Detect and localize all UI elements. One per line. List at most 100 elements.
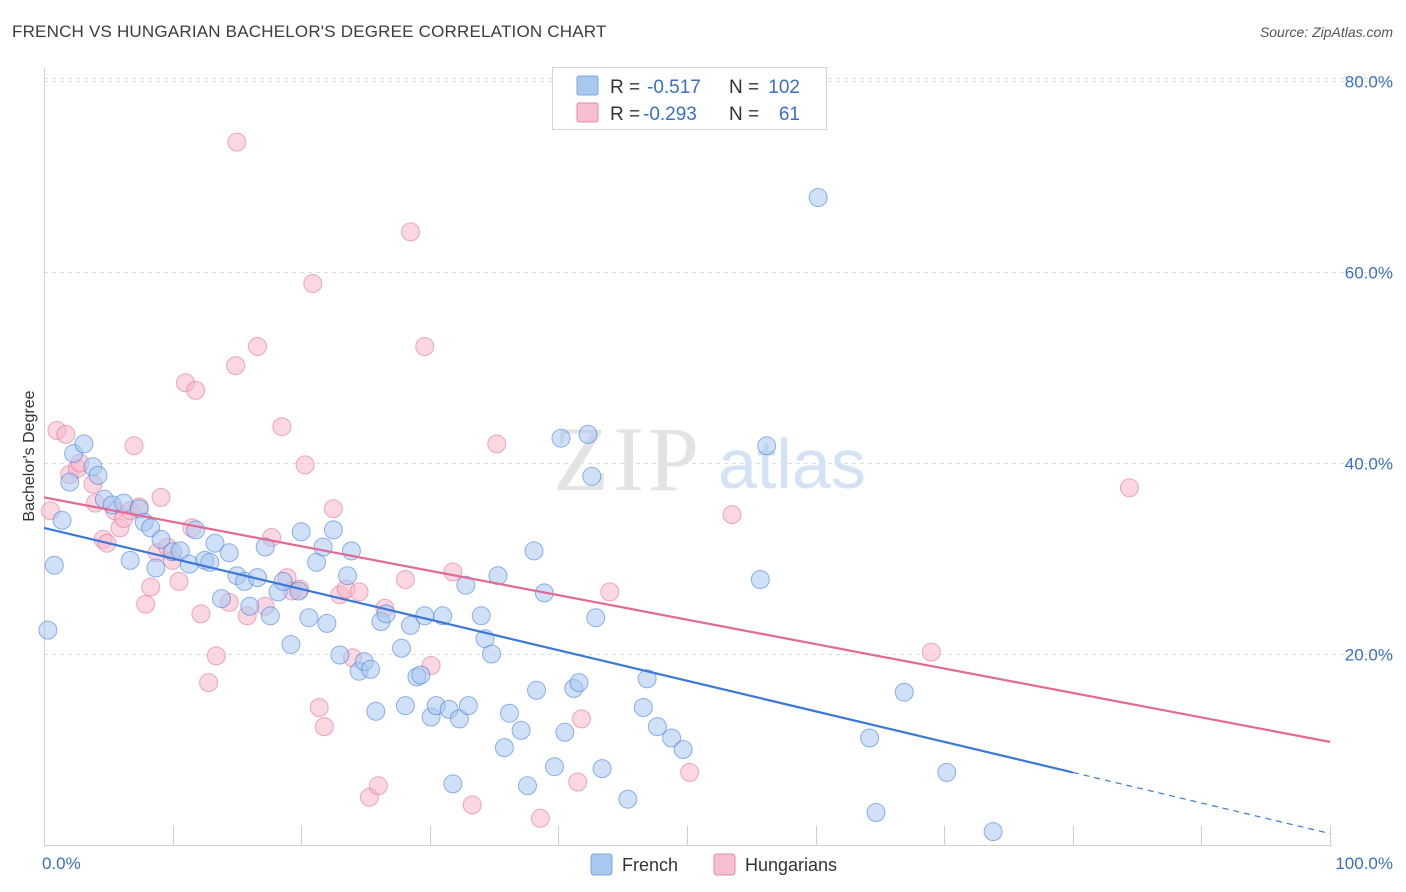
bottom-legend-label-french: French [622, 855, 678, 875]
axes [44, 68, 1332, 846]
legend-swatch-hungarians [576, 102, 599, 123]
french-point [366, 701, 386, 721]
french-point [433, 606, 453, 626]
hungarians-point [136, 594, 156, 614]
hungarians-point [921, 642, 941, 662]
y-tick-labels: 20.0% 40.0% 60.0% 80.0% [1345, 73, 1393, 665]
hungarians-point [151, 487, 171, 507]
french-point [74, 434, 94, 454]
french-point [146, 558, 166, 578]
bottom-legend-label-hungarians: Hungarians [745, 855, 837, 875]
french-point [401, 615, 420, 635]
french-point [186, 520, 206, 540]
hungarians-trend-line [43, 496, 1331, 743]
french-point [273, 571, 293, 591]
x-tick-label-max: 100.0% [1335, 854, 1393, 873]
hungarians-points [40, 132, 1139, 828]
bottom-legend-swatch-french [590, 853, 613, 876]
french-point [618, 789, 638, 809]
bottom-legend-swatch-hungarians [713, 853, 736, 876]
legend-n-value-hungarians: 61 [779, 104, 800, 125]
french-point [569, 673, 589, 693]
hungarians-point [226, 356, 246, 376]
hungarians-point [303, 274, 323, 293]
french-point [578, 424, 598, 444]
french-point [500, 703, 519, 723]
hungarians-point [227, 132, 247, 152]
french-point [313, 537, 333, 557]
hungarians-point [309, 698, 329, 717]
hungarians-point [323, 499, 343, 519]
french-point [524, 541, 544, 561]
hungarians-point [600, 582, 620, 602]
french-trend-line [43, 526, 1074, 774]
french-point [458, 696, 478, 716]
french-point [866, 803, 886, 822]
hungarians-point [487, 434, 507, 454]
french-point [555, 722, 575, 742]
hungarians-point [530, 808, 550, 828]
french-point [662, 728, 682, 748]
legend-r-value-french: -0.517 [647, 77, 701, 98]
series-legend: French Hungarians [590, 853, 837, 876]
hungarians-point [141, 577, 161, 597]
chart-title: FRENCH VS HUNGARIAN BACHELOR'S DEGREE CO… [12, 22, 607, 41]
french-point [633, 698, 653, 717]
french-point [120, 550, 140, 570]
french-point [38, 620, 58, 640]
french-point [673, 740, 693, 759]
french-trend-extension [1072, 771, 1331, 835]
french-point [338, 566, 357, 586]
legend-swatch-french [576, 75, 599, 96]
source-credit: Source: ZipAtlas.com [1259, 24, 1393, 40]
french-point [212, 589, 231, 609]
french-point [255, 537, 275, 557]
legend-r-label-hungarians: R = [610, 104, 640, 125]
legend-n-label-french: N = [729, 77, 759, 98]
french-point [260, 606, 280, 626]
hungarians-point [568, 772, 588, 792]
hungarians-point [272, 417, 292, 437]
french-point [592, 759, 612, 779]
trend-lines [43, 496, 1331, 835]
hungarians-point [169, 571, 189, 591]
hungarians-point [680, 762, 700, 782]
hungarians-point [349, 582, 369, 602]
french-point [60, 472, 80, 492]
french-point [205, 533, 225, 553]
french-point [219, 543, 239, 563]
legend-n-label-hungarians: N = [729, 104, 759, 125]
french-point [545, 757, 564, 777]
french-point [88, 465, 108, 485]
french-point [937, 762, 957, 782]
french-point [395, 696, 415, 716]
french-point [894, 682, 914, 702]
french-point [392, 638, 411, 658]
hungarians-point [572, 709, 591, 729]
watermark: ZIP atlas [553, 408, 866, 510]
french-point [449, 709, 469, 729]
legend-r-label-french: R = [610, 77, 640, 98]
french-point [299, 608, 319, 628]
hungarians-point [56, 424, 76, 444]
french-point [443, 774, 463, 794]
hungarians-point [199, 673, 219, 693]
french-point [151, 529, 171, 549]
hungarians-point [295, 455, 315, 475]
hungarians-point [124, 436, 144, 456]
watermark-atlas: atlas [718, 425, 866, 503]
french-point [44, 555, 64, 575]
legend-n-value-french: 102 [768, 77, 800, 98]
french-point [482, 644, 501, 664]
french-point [637, 669, 657, 689]
x-axis-ticks [173, 826, 1331, 845]
french-point [582, 466, 602, 486]
french-point [860, 728, 880, 748]
french-point [52, 510, 72, 530]
french-point [494, 738, 514, 758]
french-point [586, 608, 606, 628]
french-point [361, 659, 381, 679]
french-point [330, 645, 350, 665]
french-point [323, 520, 343, 540]
